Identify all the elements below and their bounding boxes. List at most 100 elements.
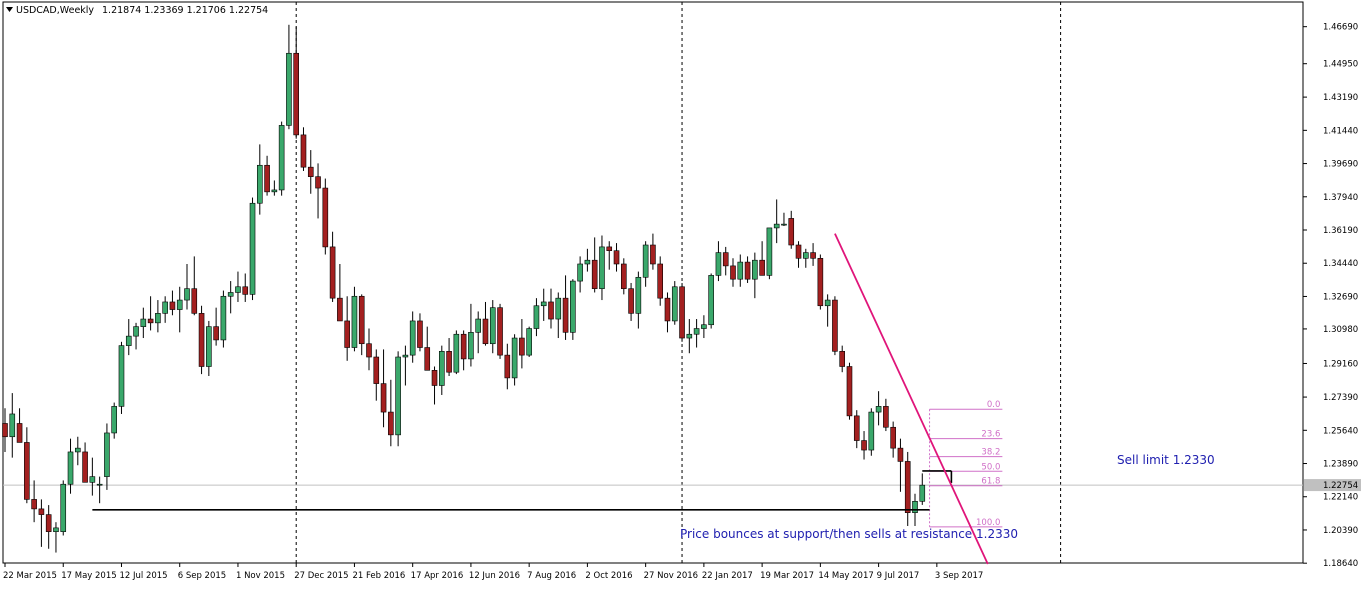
price-tick-label: 1.39690 xyxy=(1323,160,1358,170)
bear-candle-body xyxy=(817,257,824,307)
bear-candle-body xyxy=(504,354,511,379)
bear-candle-body xyxy=(744,261,751,280)
bear-candle-body xyxy=(664,297,671,322)
bull-candle-body xyxy=(489,307,496,345)
bull-candle-body xyxy=(176,299,183,310)
bull-candle-body xyxy=(868,411,875,451)
bear-candle-body xyxy=(16,423,23,443)
bull-candle-body xyxy=(577,263,583,282)
bull-candle-body xyxy=(752,259,758,280)
price-tick-label: 1.36190 xyxy=(1323,226,1358,236)
time-tick-label: 1 Nov 2015 xyxy=(236,571,285,581)
time-tick-label: 7 Aug 2016 xyxy=(527,571,576,581)
price-tick-label: 1.22140 xyxy=(1323,493,1358,503)
price-tick-label: 1.34440 xyxy=(1323,259,1358,269)
current-price-badge xyxy=(1304,479,1361,492)
price-tick-label: 1.20390 xyxy=(1323,526,1358,536)
current-price-label: 1.22754 xyxy=(1323,481,1358,491)
bear-candle-body xyxy=(548,301,554,320)
chart-frame xyxy=(2,1,1304,564)
sell-limit-label[interactable]: Sell limit 1.2330 xyxy=(1117,453,1215,467)
downtrend-line xyxy=(834,233,989,565)
bull-candle-body xyxy=(570,280,576,333)
price-tick-label: 1.27390 xyxy=(1323,393,1358,403)
price-tick-label: 1.46690 xyxy=(1323,23,1358,33)
bull-candle-body xyxy=(351,295,358,348)
price-tick-label: 1.32690 xyxy=(1323,292,1358,302)
bear-candle-body xyxy=(82,451,88,483)
bear-candle-body xyxy=(883,406,889,428)
fib-level-label: 23.6 xyxy=(981,430,1000,440)
drawn-objects[interactable] xyxy=(92,233,989,565)
bear-candle-body xyxy=(482,318,489,345)
bull-candle-body xyxy=(9,413,16,438)
bear-candle-body xyxy=(679,286,685,339)
bear-candle-body xyxy=(31,499,37,510)
bear-candle-body xyxy=(904,461,911,513)
bull-candle-body xyxy=(271,189,278,193)
bull-candle-body xyxy=(118,345,125,407)
bull-candle-body xyxy=(104,432,110,477)
bull-candle-body xyxy=(526,328,532,356)
bull-candle-body xyxy=(453,333,460,373)
bear-candle-body xyxy=(861,440,867,451)
bull-candle-body xyxy=(635,276,642,314)
bear-candle-body xyxy=(497,307,503,356)
bear-candle-body xyxy=(380,383,387,413)
bull-candle-body xyxy=(912,500,918,513)
bear-candle-body xyxy=(839,351,846,367)
bull-candle-body xyxy=(111,406,117,434)
bull-candle-body xyxy=(402,354,409,358)
bear-candle-body xyxy=(519,337,525,356)
bear-candle-body xyxy=(810,252,816,259)
bull-candle-body xyxy=(96,483,103,486)
bull-candle-body xyxy=(53,527,59,532)
bull-candle-body xyxy=(206,326,212,367)
bear-candle-body xyxy=(373,356,380,384)
symbol-title: USDCAD,Weekly xyxy=(16,5,94,16)
bear-candle-body xyxy=(890,426,896,449)
bear-candle-body xyxy=(169,301,176,310)
bear-candle-body xyxy=(300,134,307,168)
ohlc-readout: 1.21874 1.23369 1.21706 1.22754 xyxy=(102,5,268,16)
bull-candle-body xyxy=(802,252,809,259)
time-tick-label: 27 Nov 2016 xyxy=(644,571,698,581)
bull-candle-body xyxy=(708,275,714,326)
bull-candle-body xyxy=(438,351,445,386)
price-tick-label: 1.30980 xyxy=(1323,325,1358,335)
bull-candle-body xyxy=(184,288,190,301)
bull-candle-body xyxy=(409,320,416,356)
price-tick-label: 1.43190 xyxy=(1323,93,1358,103)
time-tick-label: 6 Sep 2015 xyxy=(178,571,226,581)
bear-candle-body xyxy=(358,295,365,345)
bull-candle-body xyxy=(555,297,562,320)
fib-level-label: 61.8 xyxy=(981,477,1000,487)
bear-candle-body xyxy=(337,297,343,322)
bull-candle-body xyxy=(875,406,882,413)
bounce-note[interactable]: Price bounces at support/then sells at r… xyxy=(680,527,1018,541)
bear-candle-body xyxy=(722,252,729,267)
bull-candle-body xyxy=(642,244,649,278)
bear-candle-body xyxy=(424,347,431,371)
bull-candle-body xyxy=(599,246,605,289)
bull-candle-body xyxy=(671,286,678,322)
bear-candle-body xyxy=(366,343,372,358)
bear-candle-body xyxy=(562,297,569,333)
collapse-triangle-icon[interactable] xyxy=(6,7,13,12)
bull-candle-body xyxy=(781,223,787,226)
time-tick-label: 14 May 2017 xyxy=(818,571,873,581)
price-tick-label: 1.25640 xyxy=(1323,426,1358,436)
bear-candle-body xyxy=(431,370,438,386)
bear-candle-body xyxy=(846,366,853,417)
time-axis[interactable]: 22 Mar 2015 17 May 2015 12 Jul 2015 6 Sep 2… xyxy=(3,563,983,581)
time-tick-label: 22 Mar 2015 xyxy=(3,571,57,581)
time-tick-label: 17 May 2015 xyxy=(61,571,116,581)
price-tick-label: 1.29160 xyxy=(1323,359,1358,369)
bull-candle-body xyxy=(235,286,241,293)
time-tick-label: 2 Oct 2016 xyxy=(585,571,632,581)
bull-candle-body xyxy=(162,301,168,314)
price-axis[interactable]: 1.46690 1.44950 1.43190 1.41440 1.39690 1.379… xyxy=(1303,23,1361,570)
price-tick-label: 1.37940 xyxy=(1323,193,1358,203)
